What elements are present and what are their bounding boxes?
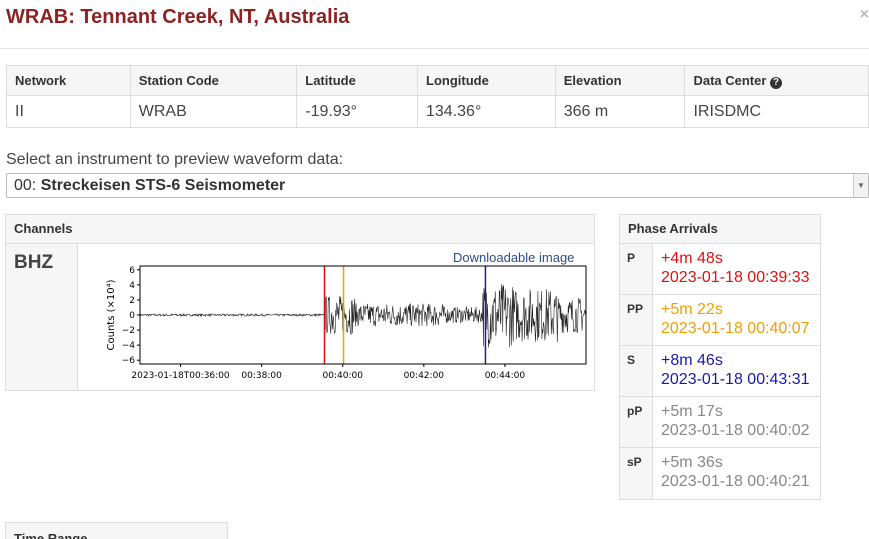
modal-title: WRAB: Tennant Creek, NT, Australia [6, 6, 350, 28]
station-table-header-row: Network Station Code Latitude Longitude … [6, 65, 869, 96]
instrument-select-label: Select an instrument to preview waveform… [6, 151, 344, 168]
phase-values: +8m 46s 2023-01-18 00:43:31 [653, 346, 810, 396]
phase-arrivals-panel: Phase Arrivals P +4m 48s 2023-01-18 00:39:… [619, 214, 821, 500]
y-tick-label: −6 [122, 356, 136, 366]
channels-panel-header: Channels [6, 215, 594, 244]
channels-panel: Channels BHZ Downloadable image 6 4 2 0 −2 −4… [5, 214, 595, 391]
phase-name: S [620, 346, 653, 396]
phase-name: sP [620, 448, 653, 499]
phase-arrivals-header: Phase Arrivals [620, 215, 820, 244]
phase-relative-time: +5m 22s [661, 301, 723, 318]
waveform-plot: 6 4 2 0 −2 −4 −6 2023-01-18T00:36:00 00:38:00 00:… [106, 265, 587, 381]
phase-name: PP [620, 295, 653, 345]
phase-relative-time: +5m 17s [661, 403, 723, 420]
y-tick-label: 0 [129, 311, 135, 321]
header-elevation: Elevation [554, 65, 686, 96]
value-latitude: -19.93° [296, 95, 418, 128]
station-info-table: Network Station Code Latitude Longitude … [6, 65, 869, 128]
waveform-trace [139, 284, 587, 348]
phase-values: +5m 36s 2023-01-18 00:40:21 [653, 448, 810, 499]
value-longitude: 134.36° [417, 95, 556, 128]
phase-relative-time: +5m 36s [661, 454, 723, 471]
y-axis-label: Counts (×10⁴) [106, 279, 117, 350]
phase-row-pp: PP +5m 22s 2023-01-18 00:40:07 [620, 295, 820, 346]
header-latitude: Latitude [296, 65, 418, 96]
phase-absolute-time: 2023-01-18 00:43:31 [661, 371, 810, 388]
time-range-panel-header: Time Range [5, 522, 228, 539]
phase-absolute-time: 2023-01-18 00:40:02 [661, 422, 810, 439]
y-tick-label: 2 [129, 296, 135, 306]
y-tick-label: 6 [129, 266, 135, 276]
station-table-values-row: II WRAB -19.93° 134.36° 366 m IRISDMC [6, 95, 869, 128]
phase-values: +5m 17s 2023-01-18 00:40:02 [653, 397, 810, 447]
instrument-location-code: 00: [14, 177, 37, 194]
phase-absolute-time: 2023-01-18 00:40:07 [661, 320, 810, 337]
y-tick-label: 4 [129, 281, 135, 291]
phase-values: +4m 48s 2023-01-18 00:39:33 [653, 244, 810, 294]
phase-name: pP [620, 397, 653, 447]
channel-cell: BHZ [6, 244, 78, 390]
value-station-code: WRAB [129, 95, 298, 128]
y-tick-label: −4 [122, 341, 136, 351]
value-network: II [6, 95, 131, 128]
instrument-selected-name: Streckeisen STS-6 Seismometer [40, 177, 286, 194]
value-elevation: 366 m [554, 95, 686, 128]
header-data-center-label: Data Center [693, 72, 767, 88]
phase-row-p: P +4m 48s 2023-01-18 00:39:33 [620, 244, 820, 295]
value-data-center: IRISDMC [684, 95, 869, 128]
x-tick-label: 00:38:00 [241, 371, 282, 381]
phase-row-sp-depth: sP +5m 36s 2023-01-18 00:40:21 [620, 448, 820, 499]
phase-values: +5m 22s 2023-01-18 00:40:07 [653, 295, 810, 345]
x-tick-label: 2023-01-18T00:36:00 [131, 371, 229, 381]
phase-relative-time: +4m 48s [661, 250, 723, 267]
phase-row-pp-depth: pP +5m 17s 2023-01-18 00:40:02 [620, 397, 820, 448]
phase-name: P [620, 244, 653, 294]
phase-absolute-time: 2023-01-18 00:40:21 [661, 473, 810, 490]
dropdown-arrow-icon[interactable]: ▼ [853, 174, 868, 197]
header-network: Network [6, 65, 131, 96]
phase-absolute-time: 2023-01-18 00:39:33 [661, 269, 810, 286]
header-divider [0, 48, 869, 49]
header-station-code: Station Code [129, 65, 298, 96]
close-button[interactable]: × [859, 6, 869, 23]
question-circle-icon[interactable]: ? [770, 76, 783, 89]
phase-row-s: S +8m 46s 2023-01-18 00:43:31 [620, 346, 820, 397]
header-data-center: Data Center ? [684, 65, 869, 96]
x-tick-label: 00:40:00 [323, 371, 364, 381]
x-tick-label: 00:44:00 [485, 371, 526, 381]
instrument-select[interactable]: 00: Streckeisen STS-6 Seismometer ▼ [6, 173, 869, 198]
channel-name: BHZ [14, 252, 54, 273]
downloadable-image-link[interactable]: Downloadable image [453, 250, 575, 265]
phase-relative-time: +8m 46s [661, 352, 723, 369]
header-longitude: Longitude [417, 65, 556, 96]
y-tick-label: −2 [122, 326, 135, 336]
x-tick-label: 00:42:00 [404, 371, 445, 381]
